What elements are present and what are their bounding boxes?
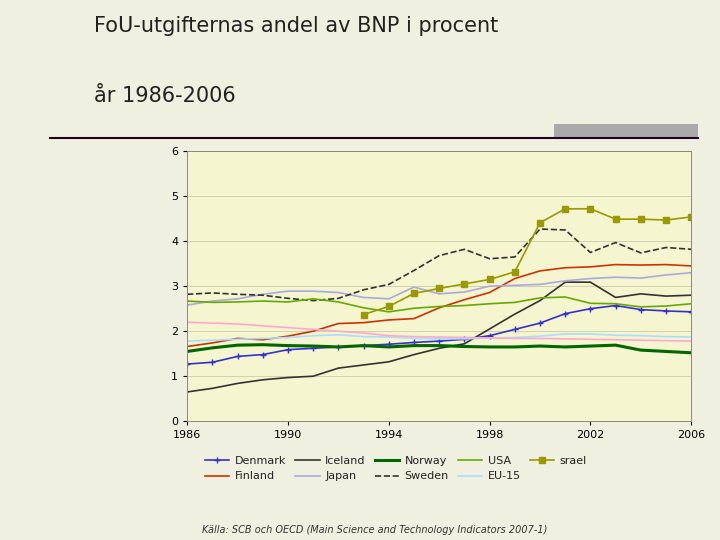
- Legend: Denmark, Finland, Iceland, Japan, Norway, Sweden, USA, EU-15, srael: Denmark, Finland, Iceland, Japan, Norway…: [201, 451, 591, 486]
- Text: FoU-utgifternas andel av BNP i procent: FoU-utgifternas andel av BNP i procent: [94, 16, 498, 36]
- Text: Källa: SCB och OECD (Main Science and Technology Indicators 2007-1): Källa: SCB och OECD (Main Science and Te…: [202, 524, 547, 535]
- Text: år 1986-2006: år 1986-2006: [94, 86, 235, 106]
